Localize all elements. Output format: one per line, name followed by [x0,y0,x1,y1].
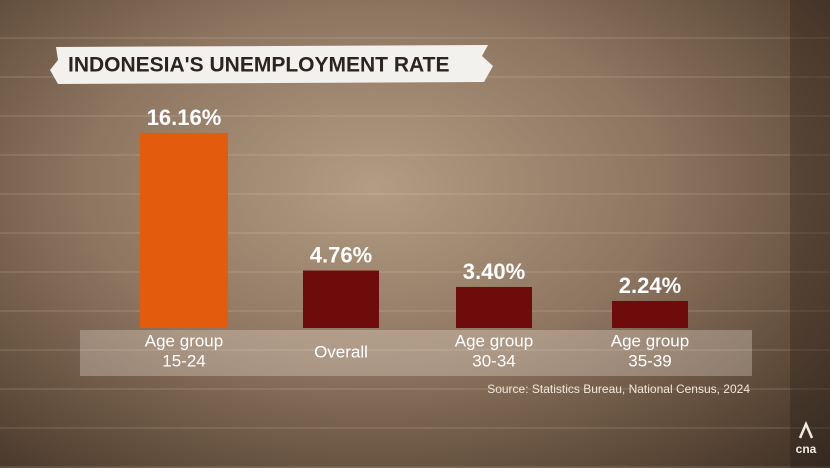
source: Source: Statistics Bureau, National Cens… [487,382,750,396]
x-tick-label: 35-39 [628,351,671,370]
x-tick-label: Overall [314,342,368,361]
chart-title: INDONESIA'S UNEMPLOYMENT RATE [68,54,449,77]
logo-mark [798,420,814,439]
bar [456,286,532,328]
value-label: 3.40% [463,259,525,284]
bar [303,270,379,328]
title-banner [50,45,493,84]
category-band [80,330,752,376]
x-tick-label: Age group [611,331,689,350]
x-tick-label: 30-34 [472,351,515,370]
x-tick-label: Age group [145,331,223,350]
x-tick-label: 15-24 [162,351,205,370]
bar [140,132,228,328]
logo: cna [796,442,817,456]
x-tick-label: Age group [455,331,533,350]
bar [612,300,688,328]
value-label: 2.24% [619,273,681,298]
value-label: 16.16% [147,105,222,130]
value-label: 4.76% [310,242,372,267]
edge-shade [790,0,830,468]
